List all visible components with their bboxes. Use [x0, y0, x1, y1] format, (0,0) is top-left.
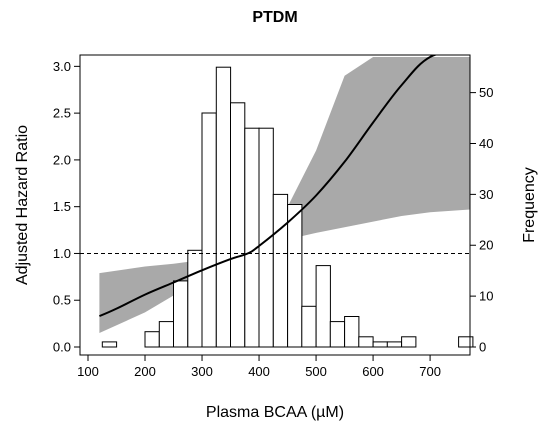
plot-frame	[79, 54, 471, 356]
histogram-bar	[458, 336, 474, 348]
histogram-bar	[230, 102, 246, 348]
histogram-bar	[315, 265, 331, 348]
y-left-tick-label: 3.0	[53, 59, 71, 74]
histogram-bar	[187, 249, 203, 348]
histogram-bars	[101, 66, 474, 348]
y-axis-right-label: Frequency	[521, 167, 538, 243]
histogram-bar	[101, 341, 118, 348]
y-left-tick-label: 2.5	[53, 106, 71, 121]
x-axis-label: Plasma BCAA (µM)	[206, 404, 344, 421]
x-tick-label: 100	[77, 364, 99, 379]
y-right-tick-label: 30	[479, 187, 493, 202]
histogram-bar	[386, 341, 403, 348]
y-left-tick-label: 1.0	[53, 246, 71, 261]
y-right-tick-label: 20	[479, 238, 493, 253]
histogram-bar	[201, 112, 217, 348]
histogram-bar	[158, 321, 175, 348]
histogram-bar	[215, 66, 232, 348]
y-axis-right: 0 10 20 30 40 50	[470, 85, 493, 355]
histogram-bar	[372, 341, 388, 348]
histogram-bar	[358, 336, 374, 348]
hazard-curve	[99, 55, 438, 318]
y-axis-left: 0.0 0.5 1.0 1.5 2.0 2.5 3.0	[53, 59, 80, 355]
y-right-tick-label: 0	[479, 340, 486, 355]
histogram-bar	[344, 316, 360, 348]
histogram-bar	[144, 331, 160, 348]
y-right-tick-label: 50	[479, 85, 493, 100]
histogram-bar	[301, 305, 317, 348]
histogram-bar	[287, 204, 303, 348]
histogram-bar	[272, 193, 289, 348]
y-left-tick-label: 1.5	[53, 199, 71, 214]
y-axis-left-label: Adjusted Hazard Ratio	[14, 125, 31, 285]
histogram-bar	[244, 127, 260, 348]
x-tick-label: 600	[362, 364, 384, 379]
x-tick-label: 200	[134, 364, 156, 379]
histogram-bar	[401, 336, 417, 348]
x-tick-label: 500	[305, 364, 327, 379]
chart-title: PTDM	[252, 9, 297, 26]
y-left-tick-label: 2.0	[53, 152, 71, 167]
y-right-tick-label: 40	[479, 136, 493, 151]
x-tick-label: 400	[248, 364, 270, 379]
x-tick-label: 700	[419, 364, 441, 379]
hazard-curve-group	[99, 55, 438, 318]
x-tick-label: 300	[191, 364, 213, 379]
y-left-tick-label: 0.0	[53, 340, 71, 355]
histogram-bar	[173, 280, 189, 348]
histogram-bar	[329, 321, 346, 348]
x-axis: 100 200 300 400 500 600 700	[77, 355, 441, 379]
y-right-tick-label: 10	[479, 289, 493, 304]
y-left-tick-label: 0.5	[53, 293, 71, 308]
